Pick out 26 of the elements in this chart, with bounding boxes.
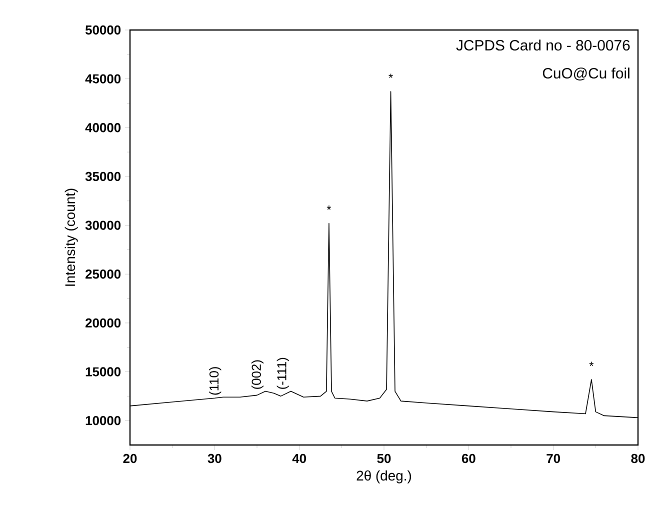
- y-tick-label: 30000: [85, 220, 121, 230]
- y-tick-label: 10000: [86, 416, 121, 426]
- annotation: JCPDS Card no - 80-0076: [456, 40, 630, 51]
- x-tick-label: 80: [631, 454, 645, 464]
- y-tick-label: 20000: [86, 318, 121, 328]
- x-tick-label: 60: [462, 454, 476, 464]
- y-axis-title: Intensity (count): [64, 188, 78, 286]
- y-tick-label: 45000: [85, 74, 121, 84]
- annotation: CuO@Cu foil: [542, 68, 630, 80]
- x-tick-label: 40: [292, 454, 306, 464]
- annotation: (-111): [276, 358, 289, 389]
- y-tick-label: 35000: [85, 172, 121, 182]
- y-tick-label: 15000: [86, 367, 121, 376]
- x-axis-title: 2θ (deg.): [356, 470, 412, 484]
- annotation: (110): [209, 367, 222, 395]
- x-tick-label: 70: [546, 454, 560, 464]
- x-tick-label: 50: [377, 454, 391, 464]
- y-tick-label: 25000: [86, 270, 121, 279]
- y-tick-label: 50000: [85, 25, 121, 35]
- y-tick-label: 40000: [85, 123, 121, 132]
- annotation: *: [388, 74, 393, 78]
- annotation: (002): [251, 360, 264, 389]
- annotation: *: [589, 362, 594, 366]
- x-tick-label: 20: [123, 454, 137, 464]
- x-tick-label: 30: [208, 454, 222, 464]
- annotation: *: [326, 206, 332, 210]
